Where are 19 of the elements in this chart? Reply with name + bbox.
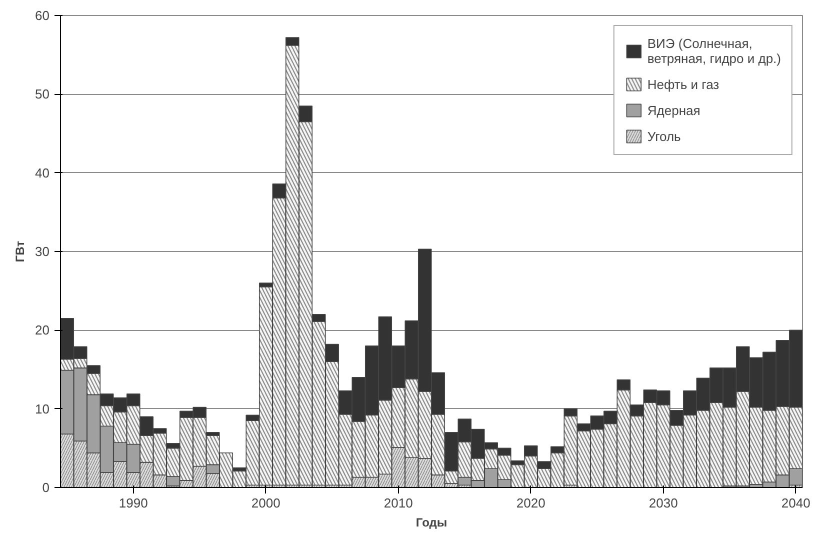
legend-label: Нефть и газ: [647, 76, 720, 92]
x-tick-label: 1990: [118, 496, 148, 510]
y-axis-title: ГВт: [13, 240, 28, 262]
x-tick-label: 2020: [516, 496, 546, 510]
legend-label: ВИЭ (Солнечная, ветряная, гидро и др.): [647, 36, 781, 66]
x-tick-label: 2030: [648, 496, 678, 510]
y-tick-label: 60: [35, 8, 50, 23]
x-axis-title: Годы: [416, 516, 448, 530]
y-tick-label: 30: [35, 244, 50, 259]
y-tick-label: 50: [35, 86, 50, 102]
legend-label: Уголь: [647, 128, 681, 144]
legend-label: Ядерная: [647, 102, 700, 118]
x-tick-label: 2010: [384, 496, 413, 510]
x-tick-label: 2000: [251, 496, 280, 510]
y-tick-label: 20: [35, 322, 50, 338]
y-tick-label: 10: [35, 401, 50, 416]
y-tick-label: 40: [35, 165, 50, 180]
x-tick-label: 2040: [781, 496, 810, 510]
y-tick-label: 0: [42, 480, 50, 495]
